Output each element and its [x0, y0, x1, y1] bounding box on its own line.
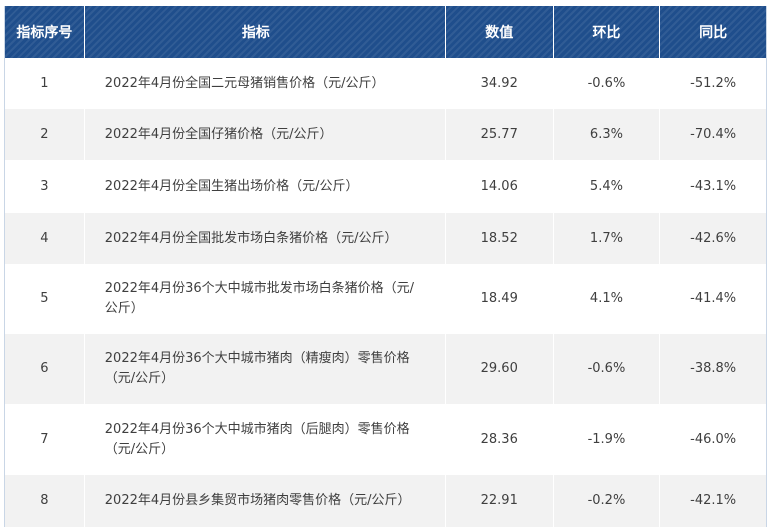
row-mom: -0.6%	[554, 58, 661, 109]
row-label: 2022年4月份36个大中城市批发市场白条猪价格（元/公斤）	[85, 264, 446, 334]
row-yoy: -43.1%	[690, 178, 737, 194]
row-index: 5	[5, 264, 85, 334]
row-mom: 4.1%	[554, 264, 661, 334]
row-value: 34.92	[446, 58, 554, 109]
table-row: 6 2022年4月份36个大中城市猪肉（精瘦肉）零售价格（元/公斤） 29.60…	[5, 334, 766, 404]
row-index: 8	[5, 475, 85, 527]
header-mom: 环比	[554, 6, 661, 58]
row-label: 2022年4月份36个大中城市猪肉（精瘦肉）零售价格（元/公斤）	[85, 334, 446, 404]
row-label: 2022年4月份县乡集贸市场猪肉零售价格（元/公斤）	[85, 475, 446, 527]
header-yoy: 同比	[699, 25, 728, 41]
row-mom: 6.3%	[554, 109, 661, 160]
header-indicator: 指标	[85, 6, 446, 58]
table-row: 7 2022年4月份36个大中城市猪肉（后腿肉）零售价格（元/公斤） 28.36…	[5, 404, 766, 475]
row-index: 7	[5, 404, 85, 475]
header-value: 数值	[446, 6, 554, 58]
table-row: 1 2022年4月份全国二元母猪销售价格（元/公斤） 34.92 -0.6% -…	[5, 58, 766, 109]
row-mom: -0.6%	[554, 334, 661, 404]
row-value: 18.49	[446, 264, 554, 334]
table-header: 指标序号 指标 数值 环比 同比	[5, 6, 766, 58]
table-row: 4 2022年4月份全国批发市场白条猪价格（元/公斤） 18.52 1.7% -…	[5, 213, 766, 264]
row-value: 18.52	[446, 213, 554, 264]
row-label: 2022年4月份全国二元母猪销售价格（元/公斤）	[85, 58, 446, 109]
row-yoy: -38.8%	[690, 361, 737, 376]
table-row: 8 2022年4月份县乡集贸市场猪肉零售价格（元/公斤） 22.91 -0.2%…	[5, 475, 766, 527]
row-mom: 5.4%	[554, 160, 661, 213]
row-mom: 1.7%	[554, 213, 661, 264]
row-index: 1	[5, 58, 85, 109]
table-row: 3 2022年4月份全国生猪出场价格（元/公斤） 14.06 5.4% -43.…	[5, 160, 766, 213]
row-index: 3	[5, 160, 85, 213]
row-mom: -0.2%	[554, 475, 661, 527]
row-yoy: -41.4%	[690, 291, 737, 306]
row-value: 25.77	[446, 109, 554, 160]
row-yoy: -42.6%	[690, 230, 737, 246]
row-mom: -1.9%	[554, 404, 661, 475]
row-index: 6	[5, 334, 85, 404]
row-value: 14.06	[446, 160, 554, 213]
row-label: 2022年4月份全国仔猪价格（元/公斤）	[85, 109, 446, 160]
row-yoy: -46.0%	[690, 431, 737, 447]
row-label: 2022年4月份全国生猪出场价格（元/公斤）	[85, 160, 446, 213]
row-label: 2022年4月份36个大中城市猪肉（后腿肉）零售价格（元/公斤）	[85, 404, 446, 475]
row-label: 2022年4月份全国批发市场白条猪价格（元/公斤）	[85, 213, 446, 264]
row-index: 4	[5, 213, 85, 264]
price-table: 指标序号 指标 数值 环比 同比 1 2022年4月份全国二元母猪销售价格（元/…	[4, 6, 767, 527]
row-value: 28.36	[446, 404, 554, 475]
row-value: 22.91	[446, 475, 554, 527]
row-value: 29.60	[446, 334, 554, 404]
table-row: 2 2022年4月份全国仔猪价格（元/公斤） 25.77 6.3% -70.4%	[5, 109, 766, 160]
row-yoy: -70.4%	[690, 126, 737, 142]
table-row: 5 2022年4月份36个大中城市批发市场白条猪价格（元/公斤） 18.49 4…	[5, 264, 766, 334]
header-index: 指标序号	[5, 6, 85, 58]
row-yoy: -51.2%	[690, 75, 737, 91]
row-index: 2	[5, 109, 85, 160]
row-yoy: -42.1%	[690, 493, 737, 508]
